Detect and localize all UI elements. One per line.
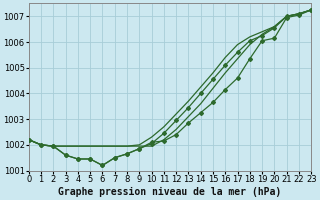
X-axis label: Graphe pression niveau de la mer (hPa): Graphe pression niveau de la mer (hPa) <box>58 186 282 197</box>
